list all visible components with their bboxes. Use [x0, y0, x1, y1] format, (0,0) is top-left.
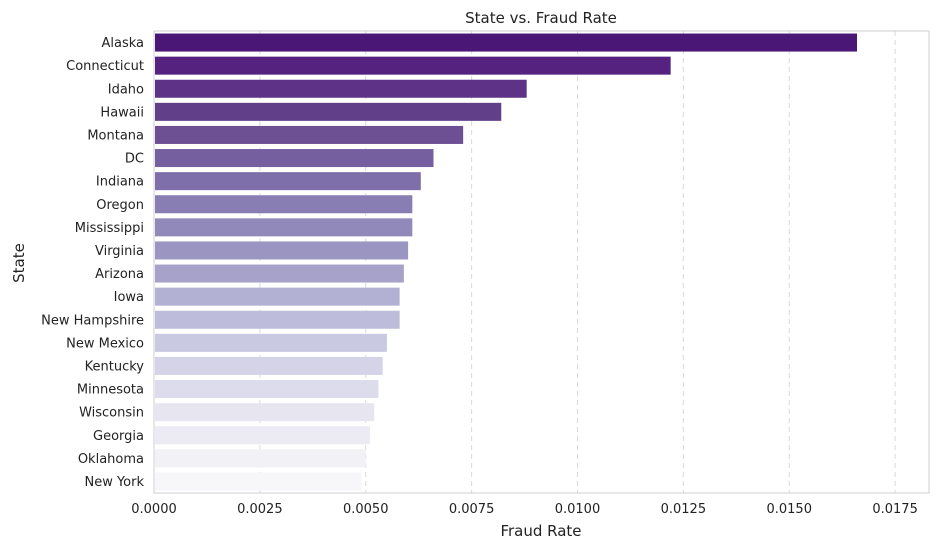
- bar-hawaii: [155, 102, 502, 121]
- y-tick-label: Montana: [87, 128, 144, 143]
- grid-lines: [259, 31, 896, 493]
- y-tick-label: Oregon: [96, 198, 144, 213]
- y-tick-label: Connecticut: [66, 59, 144, 74]
- bar-montana: [155, 125, 464, 144]
- bars: [155, 33, 858, 491]
- y-tick-label: Minnesota: [77, 383, 144, 398]
- bar-new-york: [155, 472, 362, 491]
- y-tick-label: Oklahoma: [78, 452, 144, 467]
- bar-connecticut: [155, 56, 671, 75]
- y-tick-label: Arizona: [95, 267, 144, 282]
- y-tick-label: Iowa: [114, 290, 144, 305]
- y-tick-label: Mississippi: [75, 221, 144, 236]
- bar-oklahoma: [155, 449, 366, 468]
- bar-minnesota: [155, 380, 379, 399]
- bar-mississippi: [155, 218, 413, 237]
- y-tick-label: Virginia: [95, 244, 144, 259]
- y-tick-label: Hawaii: [100, 105, 144, 120]
- y-tick-labels: Alaska Connecticut Idaho Hawaii Montana DC Ind…: [41, 36, 144, 490]
- y-tick-label: Indiana: [96, 175, 144, 190]
- y-tick-label: Kentucky: [85, 359, 145, 374]
- bar-idaho: [155, 79, 527, 98]
- bar-oregon: [155, 195, 413, 214]
- y-tick-label: New York: [84, 475, 144, 490]
- x-tick-label: 0.0000: [131, 502, 177, 517]
- y-tick-label: New Hampshire: [41, 313, 144, 328]
- y-axis-title: State: [10, 243, 28, 283]
- x-tick-label: 0.0100: [555, 502, 601, 517]
- bar-virginia: [155, 241, 409, 260]
- x-axis-title: Fraud Rate: [500, 522, 581, 540]
- bar-new-hampshire: [155, 310, 400, 329]
- x-tick-label: 0.0050: [343, 502, 389, 517]
- bar-dc: [155, 149, 434, 168]
- plot-frame: [153, 30, 930, 494]
- x-tick-label: 0.0025: [237, 502, 283, 517]
- x-tick-labels: 0.0000 0.0025 0.0050 0.0075 0.0100 0.0125 0.01…: [131, 502, 918, 517]
- bar-georgia: [155, 426, 370, 445]
- bar-kentucky: [155, 356, 383, 375]
- y-tick-label: DC: [125, 152, 144, 167]
- x-tick-label: 0.0125: [661, 502, 707, 517]
- bar-new-mexico: [155, 333, 387, 352]
- x-tick-label: 0.0075: [449, 502, 495, 517]
- y-tick-label: New Mexico: [66, 336, 144, 351]
- bar-iowa: [155, 287, 400, 306]
- y-tick-label: Alaska: [101, 36, 144, 51]
- y-tick-label: Idaho: [108, 82, 144, 97]
- x-tick-label: 0.0175: [872, 502, 918, 517]
- y-tick-label: Wisconsin: [79, 406, 144, 421]
- bar-wisconsin: [155, 403, 375, 422]
- y-tick-label: Georgia: [93, 429, 144, 444]
- chart-title: State vs. Fraud Rate: [465, 9, 617, 27]
- bar-arizona: [155, 264, 404, 283]
- bar-indiana: [155, 172, 421, 191]
- x-tick-label: 0.0150: [766, 502, 812, 517]
- bar-alaska: [155, 33, 858, 52]
